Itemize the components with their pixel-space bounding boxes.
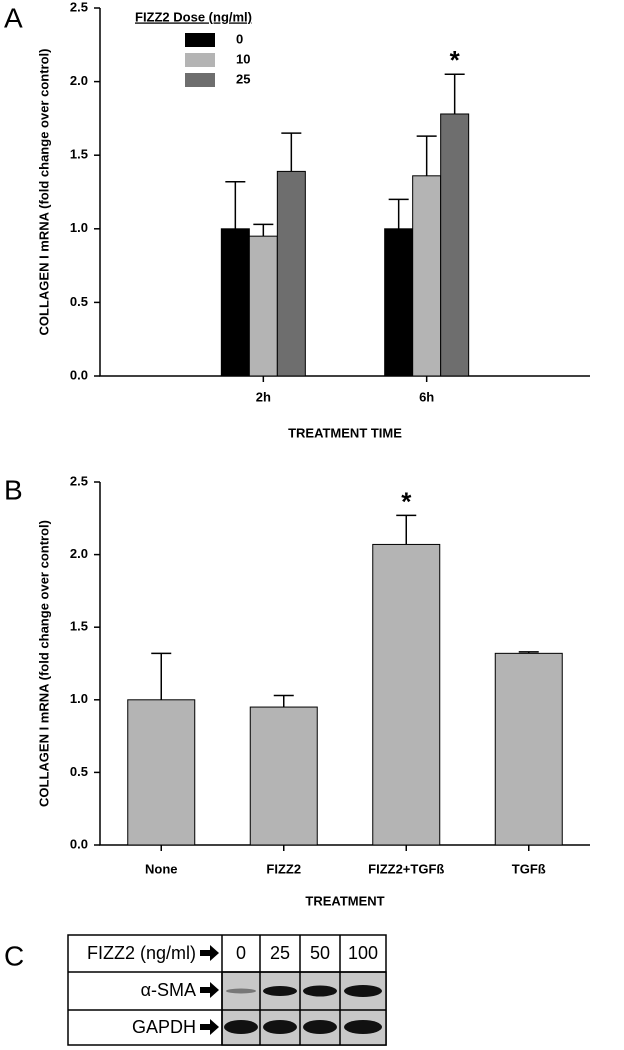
arrows	[200, 945, 219, 1035]
x-tick-label: 6h	[419, 389, 434, 404]
blot-dose: 50	[310, 943, 330, 963]
error-bar	[388, 198, 409, 229]
y-tick-label: 2.0	[70, 546, 88, 561]
bar	[494, 652, 563, 846]
y-tick-label: 2.5	[70, 0, 88, 14]
error-bar	[396, 514, 417, 545]
y-tick-label: 1.0	[70, 220, 88, 235]
legend-swatch	[185, 73, 215, 87]
legend-swatch	[185, 33, 215, 47]
blot-row-label: GAPDH	[132, 1017, 196, 1037]
y-axis-title: COLLAGEN I mRNA (fold change over contro…	[36, 49, 51, 336]
error-bar	[151, 652, 172, 700]
legend-swatch	[185, 53, 215, 67]
legend-label: 0	[236, 31, 243, 46]
panel-label: B	[4, 474, 23, 505]
bar	[276, 170, 306, 377]
error-bar	[518, 651, 539, 654]
bar	[384, 228, 414, 377]
axis-line	[99, 8, 590, 377]
x-tick-label: FIZZ2	[266, 861, 301, 876]
blot-dose: 25	[270, 943, 290, 963]
y-tick-label: 1.0	[70, 691, 88, 706]
bar	[249, 706, 318, 846]
y-tick-label: 0.0	[70, 367, 88, 382]
y-tick-label: 0.5	[70, 764, 88, 779]
bar	[127, 699, 196, 846]
y-axis-title: COLLAGEN I mRNA (fold change over contro…	[36, 520, 51, 807]
annotation: *	[450, 45, 461, 75]
error-bar	[225, 180, 246, 229]
bar	[220, 228, 250, 377]
error-bar	[444, 73, 465, 114]
legend-label: 10	[236, 51, 250, 66]
bar	[440, 113, 470, 377]
y-tick-label: 1.5	[70, 147, 88, 162]
bar	[248, 235, 278, 377]
panel-label: A	[4, 2, 23, 33]
bar	[372, 543, 441, 846]
blot-dose: 100	[348, 943, 378, 963]
error-bar	[273, 694, 294, 708]
bands	[224, 985, 382, 1034]
blot-header: FIZZ2 (ng/ml)	[87, 943, 196, 963]
blot-row-label: α-SMA	[141, 980, 196, 1000]
x-axis-title: TREATMENT	[305, 893, 384, 908]
panel-label: C	[4, 940, 24, 971]
y-tick-label: 0.5	[70, 294, 88, 309]
x-tick-label: TGFß	[512, 861, 546, 876]
y-tick-label: 1.5	[70, 619, 88, 634]
error-bar	[253, 223, 274, 237]
blot-dose: 0	[236, 943, 246, 963]
y-tick-label: 2.0	[70, 73, 88, 88]
legend-title: FIZZ2 Dose (ng/ml)	[135, 9, 252, 24]
legend-label: 25	[236, 71, 250, 86]
x-axis-title: TREATMENT TIME	[288, 425, 402, 440]
y-tick-label: 2.5	[70, 473, 88, 488]
x-tick-label: 2h	[256, 389, 271, 404]
error-bar	[281, 132, 302, 172]
bar	[412, 175, 442, 377]
y-tick-label: 0.0	[70, 836, 88, 851]
x-tick-label: None	[145, 861, 178, 876]
error-bar	[416, 135, 437, 176]
x-tick-label: FIZZ2+TGFß	[368, 861, 444, 876]
annotation: *	[401, 486, 412, 516]
